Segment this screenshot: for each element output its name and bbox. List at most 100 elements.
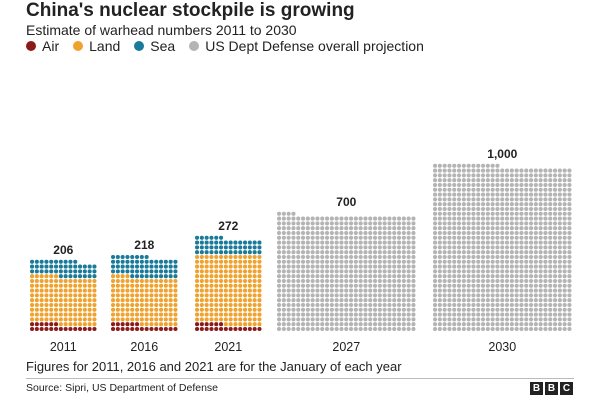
dot-land-2021	[204, 307, 209, 312]
dot-us-2027	[301, 317, 306, 322]
dot-land-2021	[243, 312, 248, 317]
dot-us-2030	[533, 168, 538, 173]
dot-land-2021	[204, 278, 209, 284]
dot-land-2011	[34, 317, 39, 322]
dot-us-2030	[519, 322, 524, 327]
dot-land-2011	[68, 312, 73, 317]
dot-us-2030	[505, 221, 510, 226]
dot-us-2030	[538, 298, 543, 303]
dot-us-2030	[461, 197, 466, 202]
dot-us-2027	[305, 216, 310, 221]
dot-us-2030	[567, 168, 572, 173]
dot-us-2027	[387, 230, 392, 236]
dot-us-2027	[368, 250, 373, 255]
dot-us-2030	[457, 326, 462, 332]
dot-us-2027	[301, 274, 306, 279]
dot-us-2027	[353, 283, 358, 288]
dot-us-2030	[514, 211, 519, 216]
dot-us-2030	[481, 216, 486, 221]
dot-us-2030	[500, 216, 505, 221]
dot-us-2030	[485, 245, 490, 250]
dot-us-2030	[524, 178, 529, 183]
dot-us-2030	[495, 240, 500, 245]
dot-us-2027	[392, 283, 397, 288]
dot-land-2011	[73, 322, 78, 327]
dot-us-2030	[505, 312, 510, 317]
dot-us-2030	[524, 221, 529, 226]
dot-us-2030	[514, 206, 519, 212]
dot-us-2030	[529, 269, 534, 274]
legend-label-projection: US Dept Defense overall projection	[205, 38, 424, 54]
dot-us-2030	[471, 206, 476, 212]
dot-us-2030	[529, 178, 534, 183]
dot-us-2027	[353, 254, 358, 260]
dot-us-2030	[509, 221, 514, 226]
dot-land-2021	[219, 307, 224, 312]
dot-us-2030	[557, 216, 562, 221]
dot-us-2030	[433, 269, 438, 274]
dot-us-2030	[567, 288, 572, 293]
dot-us-2027	[329, 245, 334, 250]
dot-us-2030	[538, 197, 543, 202]
dot-air-2016	[144, 326, 149, 332]
dot-sea-2011	[54, 269, 59, 274]
dot-us-2030	[543, 269, 548, 274]
dot-sea-2016	[111, 269, 116, 274]
dot-us-2027	[281, 312, 286, 317]
dot-us-2030	[500, 298, 505, 303]
dot-us-2030	[433, 206, 438, 212]
dot-air-2011	[49, 326, 54, 332]
dot-us-2027	[296, 226, 301, 231]
dot-us-2030	[557, 187, 562, 192]
dot-us-2027	[315, 254, 320, 260]
dot-us-2027	[291, 240, 296, 245]
dot-sea-2011	[68, 269, 73, 274]
dot-us-2030	[519, 274, 524, 279]
dot-land-2021	[195, 302, 200, 308]
dot-us-2030	[567, 192, 572, 197]
dot-us-2030	[529, 206, 534, 212]
dot-us-2027	[392, 278, 397, 284]
dot-land-2011	[44, 278, 49, 284]
dot-sea-2021	[223, 250, 228, 255]
dot-us-2030	[529, 288, 534, 293]
dot-us-2030	[447, 182, 452, 188]
dot-land-2021	[209, 274, 214, 279]
dot-land-2011	[54, 288, 59, 293]
dot-land-2016	[154, 288, 159, 293]
dot-us-2030	[514, 226, 519, 231]
dot-land-2021	[238, 317, 243, 322]
dot-us-2030	[466, 206, 471, 212]
dot-air-2016	[120, 326, 125, 332]
dot-us-2027	[368, 288, 373, 293]
dot-us-2030	[490, 322, 495, 327]
dot-land-2021	[233, 288, 238, 293]
dot-us-2027	[373, 230, 378, 236]
dot-us-2030	[461, 240, 466, 245]
dot-us-2027	[401, 240, 406, 245]
dot-land-2021	[247, 307, 252, 312]
dot-us-2030	[442, 168, 447, 173]
dot-us-2030	[433, 221, 438, 226]
dot-us-2027	[339, 254, 344, 260]
dot-land-2021	[204, 298, 209, 303]
dot-land-2021	[195, 307, 200, 312]
dot-us-2030	[457, 206, 462, 212]
dot-us-2027	[315, 269, 320, 274]
dot-us-2027	[401, 288, 406, 293]
dot-us-2027	[305, 278, 310, 284]
dot-us-2027	[277, 269, 282, 274]
dot-us-2030	[490, 173, 495, 178]
dot-sea-2021	[223, 240, 228, 245]
dot-us-2030	[442, 163, 447, 168]
dot-land-2021	[214, 317, 219, 322]
dot-us-2027	[325, 298, 330, 303]
dot-us-2030	[538, 202, 543, 207]
dot-us-2030	[519, 235, 524, 240]
dot-us-2027	[305, 298, 310, 303]
dot-sea-2021	[228, 240, 233, 245]
dot-us-2030	[500, 264, 505, 269]
dot-us-2027	[334, 288, 339, 293]
dot-land-2011	[82, 302, 87, 308]
dot-us-2027	[296, 278, 301, 284]
